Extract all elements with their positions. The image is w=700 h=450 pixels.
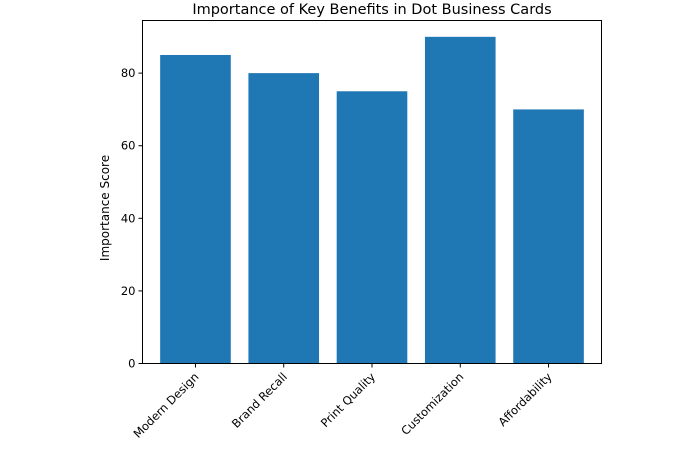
x-tick-label: Print Quality [318,370,378,430]
bars-layer [160,36,584,364]
bar-affordability [513,109,584,364]
bar-customization [424,36,496,364]
chart-title: Importance of Key Benefits in Dot Busine… [192,2,551,18]
y-tick-label: 60 [121,139,136,153]
x-tick-label: Customization [398,370,466,438]
bar-modern-design [160,54,231,364]
y-tick-label: 20 [121,284,136,298]
x-tick-label: Modern Design [131,370,202,441]
x-tick-label: Affordability [495,370,554,429]
x-ticks-layer: Modern Design Brand Recall Print Quality Cu… [131,363,555,441]
y-tick-label: 80 [121,66,136,80]
y-tick-label: 0 [128,357,135,371]
bar-brand-recall [248,73,320,364]
y-ticks-layer: 0 20 40 60 80 [121,66,143,371]
bar-print-quality [336,91,408,364]
y-tick-label: 40 [121,211,136,225]
x-tick-label: Brand Recall [229,370,290,431]
y-axis-label: Importance Score [98,155,112,261]
plot-frame [142,20,602,364]
